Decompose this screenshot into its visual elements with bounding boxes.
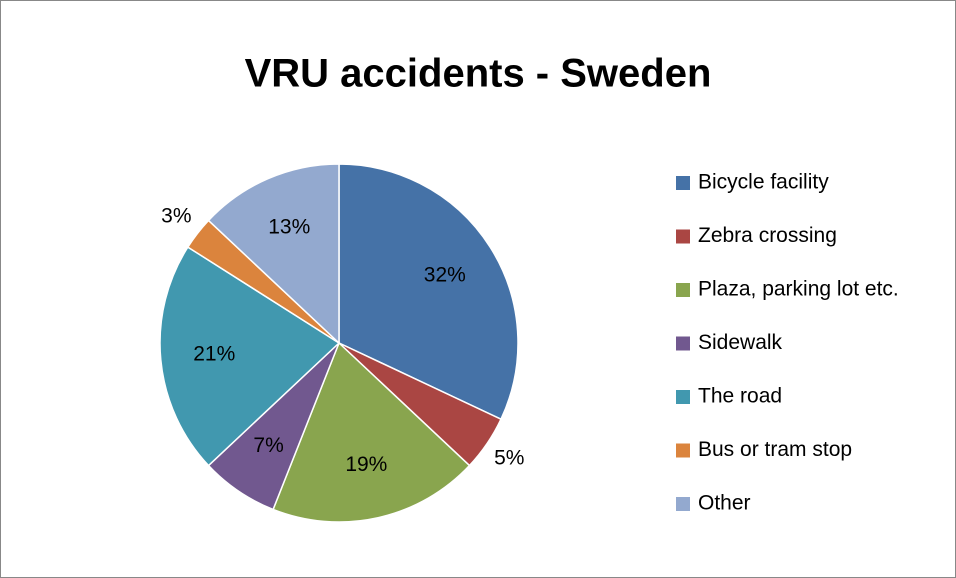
data-label: 5% (494, 446, 524, 469)
data-label: 7% (253, 434, 283, 457)
data-label: 32% (424, 263, 466, 286)
legend-label: The road (698, 385, 782, 408)
legend-swatch (676, 229, 690, 244)
data-label: 3% (161, 204, 191, 227)
pie-slice (272, 341, 471, 523)
data-label: 19% (345, 453, 387, 476)
legend-label: Other (698, 492, 751, 515)
pie-slice (207, 163, 340, 345)
legend-label: Bus or tram stop (698, 438, 852, 461)
data-label: 13% (268, 216, 310, 239)
legend-swatch (676, 283, 690, 297)
legend-swatch (676, 497, 690, 511)
legend-swatch (676, 176, 690, 190)
pie-slice (338, 163, 519, 421)
legend-swatch (676, 336, 690, 351)
data-label: 21% (193, 342, 235, 365)
legend-label: Sidewalk (698, 331, 783, 354)
chart-title: VRU accidents - Sweden (245, 52, 712, 96)
legend-swatch (676, 390, 690, 404)
legend-label: Plaza, parking lot etc. (698, 278, 899, 301)
legend-label: Zebra crossing (698, 224, 837, 247)
legend-swatch (676, 443, 690, 458)
pie-slice (159, 246, 341, 467)
legend-label: Bicycle facility (698, 171, 829, 194)
